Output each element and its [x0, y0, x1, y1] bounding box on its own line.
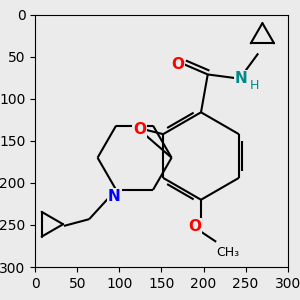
Text: O: O — [171, 57, 184, 72]
Text: O: O — [188, 219, 201, 234]
Text: O: O — [133, 122, 146, 137]
Text: N: N — [235, 71, 248, 86]
Text: H: H — [249, 79, 259, 92]
Text: N: N — [108, 189, 121, 204]
Text: CH₃: CH₃ — [216, 246, 239, 259]
